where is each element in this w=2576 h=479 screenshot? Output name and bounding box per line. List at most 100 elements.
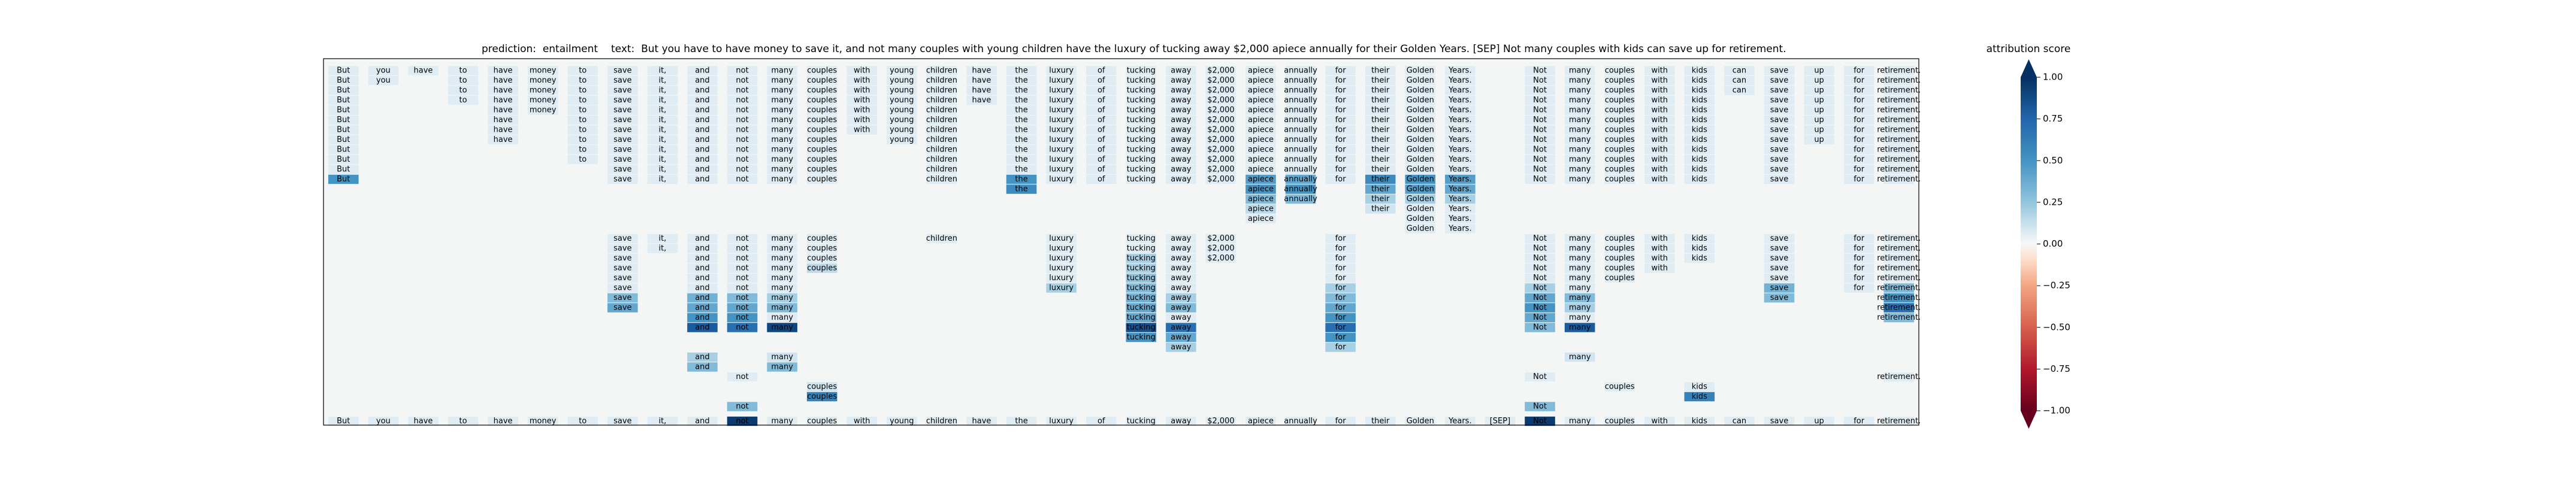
attribution-cell	[607, 253, 638, 263]
token-label: retirement.	[1877, 76, 1921, 85]
token-label: save	[1770, 76, 1788, 85]
attribution-cell	[1405, 154, 1436, 165]
token-label: it,	[658, 145, 666, 154]
token-label: to	[579, 145, 586, 154]
token-label: many	[771, 274, 793, 283]
attribution-cell	[328, 154, 359, 165]
token-label: save	[1770, 274, 1788, 283]
attribution-cell	[1445, 125, 1476, 135]
attribution-cell	[1046, 263, 1077, 273]
token-label: save	[613, 254, 631, 263]
attribution-cell	[806, 392, 837, 402]
attribution-cell	[1644, 75, 1675, 86]
attribution-cell	[1245, 174, 1276, 184]
attribution-cell	[767, 165, 797, 174]
attribution-cell	[1604, 86, 1635, 95]
token-label: save	[1770, 284, 1788, 293]
token-label: not	[736, 264, 748, 273]
token-label: annually	[1284, 126, 1317, 135]
attribution-cell	[1205, 75, 1236, 86]
token-label: Not	[1533, 417, 1547, 426]
token-label: many	[771, 126, 793, 135]
attribution-cell	[1724, 86, 1755, 95]
attribution-cell	[1405, 66, 1436, 75]
token-label: Years.	[1448, 175, 1471, 184]
attribution-cell	[1086, 135, 1117, 145]
attribution-cell	[1166, 273, 1196, 283]
attribution-cell	[1365, 145, 1396, 154]
attribution-cell	[806, 165, 837, 174]
token-label: couples	[807, 417, 837, 426]
attribution-cell	[1086, 105, 1117, 115]
token-label: $2,000	[1207, 76, 1235, 85]
attribution-cell	[1684, 154, 1715, 165]
token-label: young	[890, 96, 914, 105]
attribution-cell	[1046, 135, 1077, 145]
token-label: can	[1733, 66, 1746, 75]
attribution-cell	[1285, 95, 1316, 105]
token-label: away	[1171, 126, 1192, 135]
token-label: annually	[1284, 417, 1317, 426]
attribution-cell	[1684, 165, 1715, 174]
token-label: for	[1335, 244, 1347, 253]
attribution-cell	[1365, 204, 1396, 214]
attribution-cell	[1883, 293, 1915, 303]
prediction-label: prediction: entailment	[482, 43, 598, 55]
token-label: save	[613, 76, 631, 85]
attribution-cell	[1644, 95, 1675, 105]
attribution-cell	[488, 66, 518, 75]
token-label: for	[1335, 304, 1347, 313]
token-label: luxury	[1049, 106, 1074, 115]
attribution-cell	[1445, 204, 1476, 214]
attribution-cell	[1604, 244, 1635, 253]
token-label: young	[890, 417, 914, 426]
attribution-cell	[1883, 313, 1915, 323]
token-label: save	[613, 284, 631, 293]
token-label: couples	[1605, 417, 1635, 426]
token-label: with	[1651, 116, 1668, 125]
attribution-cell	[488, 115, 518, 125]
token-label: not	[736, 274, 748, 283]
attribution-cell	[926, 174, 957, 184]
token-label: many	[771, 363, 793, 372]
attribution-cell	[1564, 293, 1595, 303]
attribution-cell	[1445, 66, 1476, 75]
colorbar-extend-top	[2021, 59, 2037, 77]
attribution-cell	[1644, 125, 1675, 135]
attribution-cell	[567, 145, 598, 154]
token-label: their	[1371, 135, 1390, 144]
token-label: and	[695, 304, 709, 313]
token-label: luxury	[1049, 135, 1074, 144]
attribution-cell	[1883, 234, 1915, 244]
token-label: their	[1371, 116, 1390, 125]
attribution-cell	[806, 66, 837, 75]
attribution-cell	[567, 154, 598, 165]
attribution-cell	[607, 75, 638, 86]
attribution-cell	[328, 174, 359, 184]
attribution-cell	[1684, 145, 1715, 154]
attribution-cell	[1205, 125, 1236, 135]
token-label: to	[459, 96, 467, 105]
token-label: Not	[1533, 323, 1547, 332]
attribution-cell	[1245, 75, 1276, 86]
token-label: not	[736, 313, 748, 322]
attribution-cell	[1445, 224, 1476, 234]
token-label: Not	[1533, 254, 1547, 263]
attribution-cell	[1325, 283, 1356, 293]
token-label: many	[771, 264, 793, 273]
attribution-cell	[1325, 174, 1356, 184]
attribution-cell	[1883, 263, 1915, 273]
attribution-cell	[1445, 416, 1476, 426]
colorbar-tick-label: 0.75	[2043, 113, 2063, 124]
token-label: tucking	[1127, 254, 1156, 263]
token-label: their	[1371, 86, 1390, 95]
attribution-cell	[1006, 125, 1037, 135]
attribution-cell	[328, 115, 359, 125]
token-label: retirement.	[1877, 313, 1921, 322]
attribution-cell	[1644, 165, 1675, 174]
attribution-cell	[687, 66, 718, 75]
attribution-cell	[1764, 244, 1795, 253]
token-label: save	[1770, 244, 1788, 253]
attribution-cell	[1883, 283, 1915, 293]
attribution-cell	[767, 273, 797, 283]
